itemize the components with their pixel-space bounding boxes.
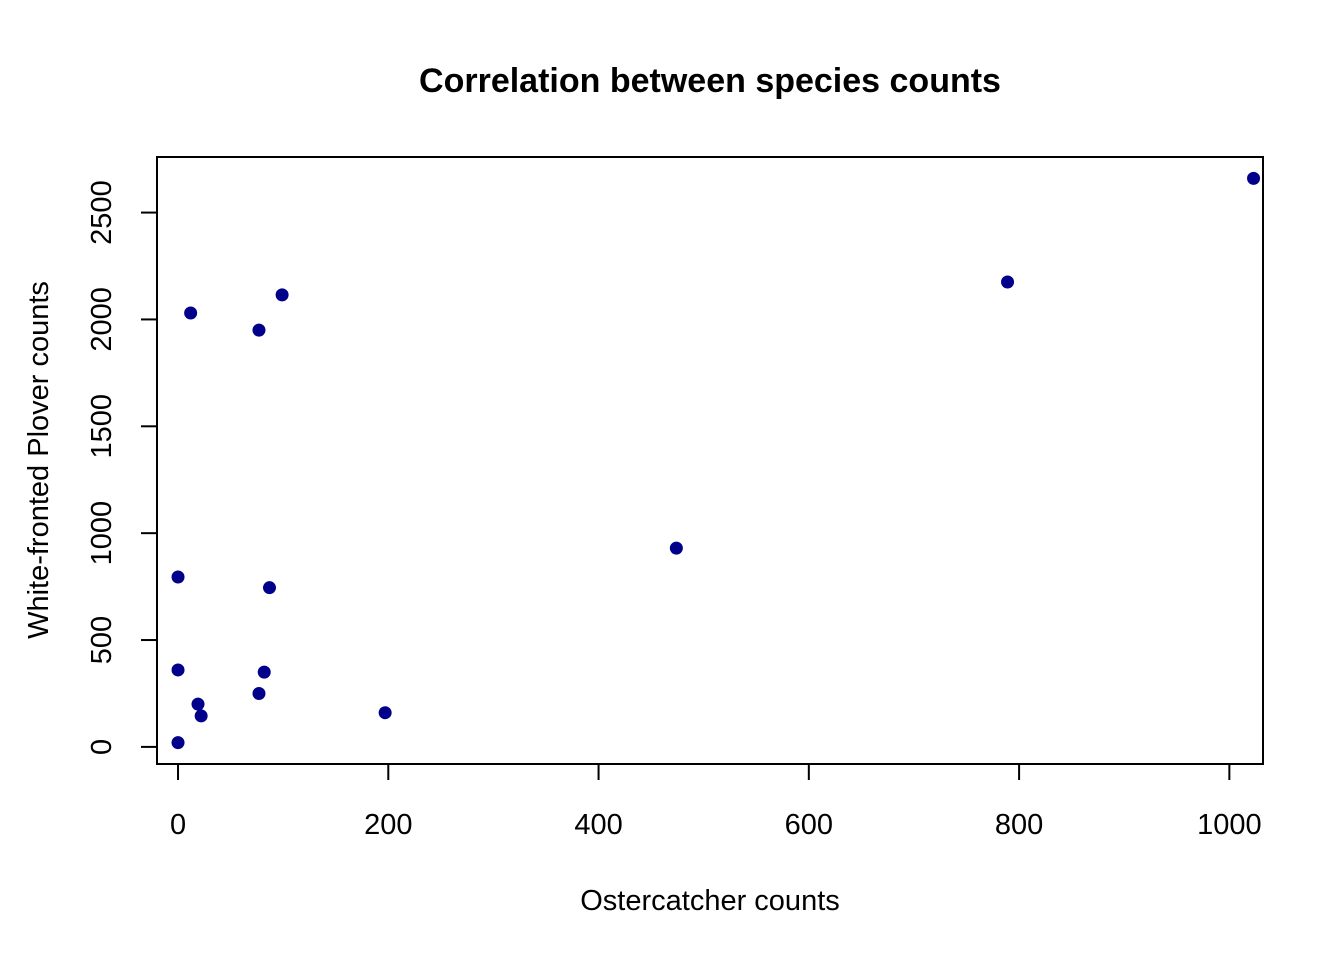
data-point: [194, 709, 208, 723]
data-point: [171, 570, 185, 584]
x-tick-label: 0: [170, 809, 186, 841]
y-tick-label: 500: [86, 616, 118, 664]
data-point: [171, 736, 185, 750]
y-tick-label: 1500: [86, 394, 118, 459]
y-tick-label: 2500: [86, 180, 118, 245]
y-tick-label: 2000: [86, 287, 118, 352]
x-tick-label: 400: [574, 809, 622, 841]
data-point: [184, 306, 198, 320]
data-point: [252, 686, 266, 700]
data-point: [171, 663, 185, 677]
x-axis: 0 200 400 600 800 1000: [170, 763, 1262, 841]
data-point: [1001, 275, 1015, 289]
x-axis-label: Ostercatcher counts: [580, 885, 840, 917]
data-point: [191, 697, 205, 711]
plot-frame: [156, 156, 1264, 765]
data-point: [378, 706, 392, 720]
data-point: [252, 323, 266, 337]
chart-title: Correlation between species counts: [419, 62, 1001, 100]
x-tick-label: 800: [995, 809, 1043, 841]
x-tick-label: 200: [364, 809, 412, 841]
data-point: [669, 541, 683, 555]
data-point: [262, 581, 276, 595]
y-axis: 0 500 1000 1500 2000 2500: [86, 180, 158, 755]
data-points: [171, 171, 1261, 750]
data-point: [275, 288, 289, 302]
data-point: [1247, 171, 1261, 185]
y-tick-label: 0: [86, 739, 118, 755]
y-tick-label: 1000: [86, 501, 118, 566]
y-axis-label: White-fronted Plover counts: [23, 281, 55, 639]
data-point: [257, 665, 271, 679]
x-tick-label: 1000: [1197, 809, 1262, 841]
x-tick-label: 600: [785, 809, 833, 841]
